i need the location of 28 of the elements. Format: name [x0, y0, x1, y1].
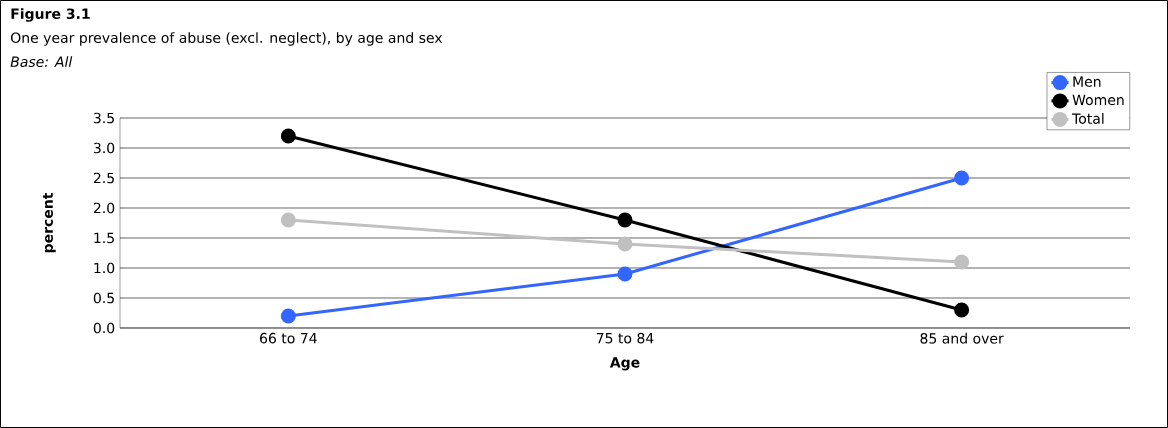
y-tick-label: 0.0 — [93, 322, 115, 334]
point — [280, 212, 296, 228]
point — [280, 128, 296, 144]
chart-subtitle: One year prevalence of abuse (excl. neglect), by age and sex — [11, 32, 443, 46]
point — [617, 236, 633, 252]
point — [280, 308, 296, 324]
point — [954, 302, 970, 318]
y-axis-title: percent — [42, 192, 56, 253]
y-tick-label: 1.0 — [94, 262, 115, 274]
point — [954, 254, 970, 270]
y-tick-label: 3.0 — [93, 142, 115, 154]
chart-title: Figure 3.1 — [11, 8, 90, 22]
y-tick-label: 1.5 — [94, 232, 114, 244]
x-axis-title: Age — [609, 357, 640, 371]
y-tick-label: 2.5 — [93, 172, 114, 184]
legend-label: Women — [1072, 94, 1124, 106]
point — [617, 212, 633, 228]
x-tick-label: 75 to 84 — [596, 332, 654, 344]
y-tick-label: 0.5 — [93, 292, 114, 304]
point — [954, 170, 970, 186]
point — [617, 266, 633, 282]
y-tick-label: 3.5 — [93, 112, 114, 124]
x-tick-label: 85 and over — [920, 332, 1004, 344]
text: Base: All — [10, 56, 73, 68]
y-tick-label: 2.0 — [93, 202, 115, 214]
legend-label: Men — [1073, 76, 1101, 87]
x-tick-label: 66 to 74 — [260, 332, 317, 344]
legend-label: Total — [1072, 113, 1104, 124]
